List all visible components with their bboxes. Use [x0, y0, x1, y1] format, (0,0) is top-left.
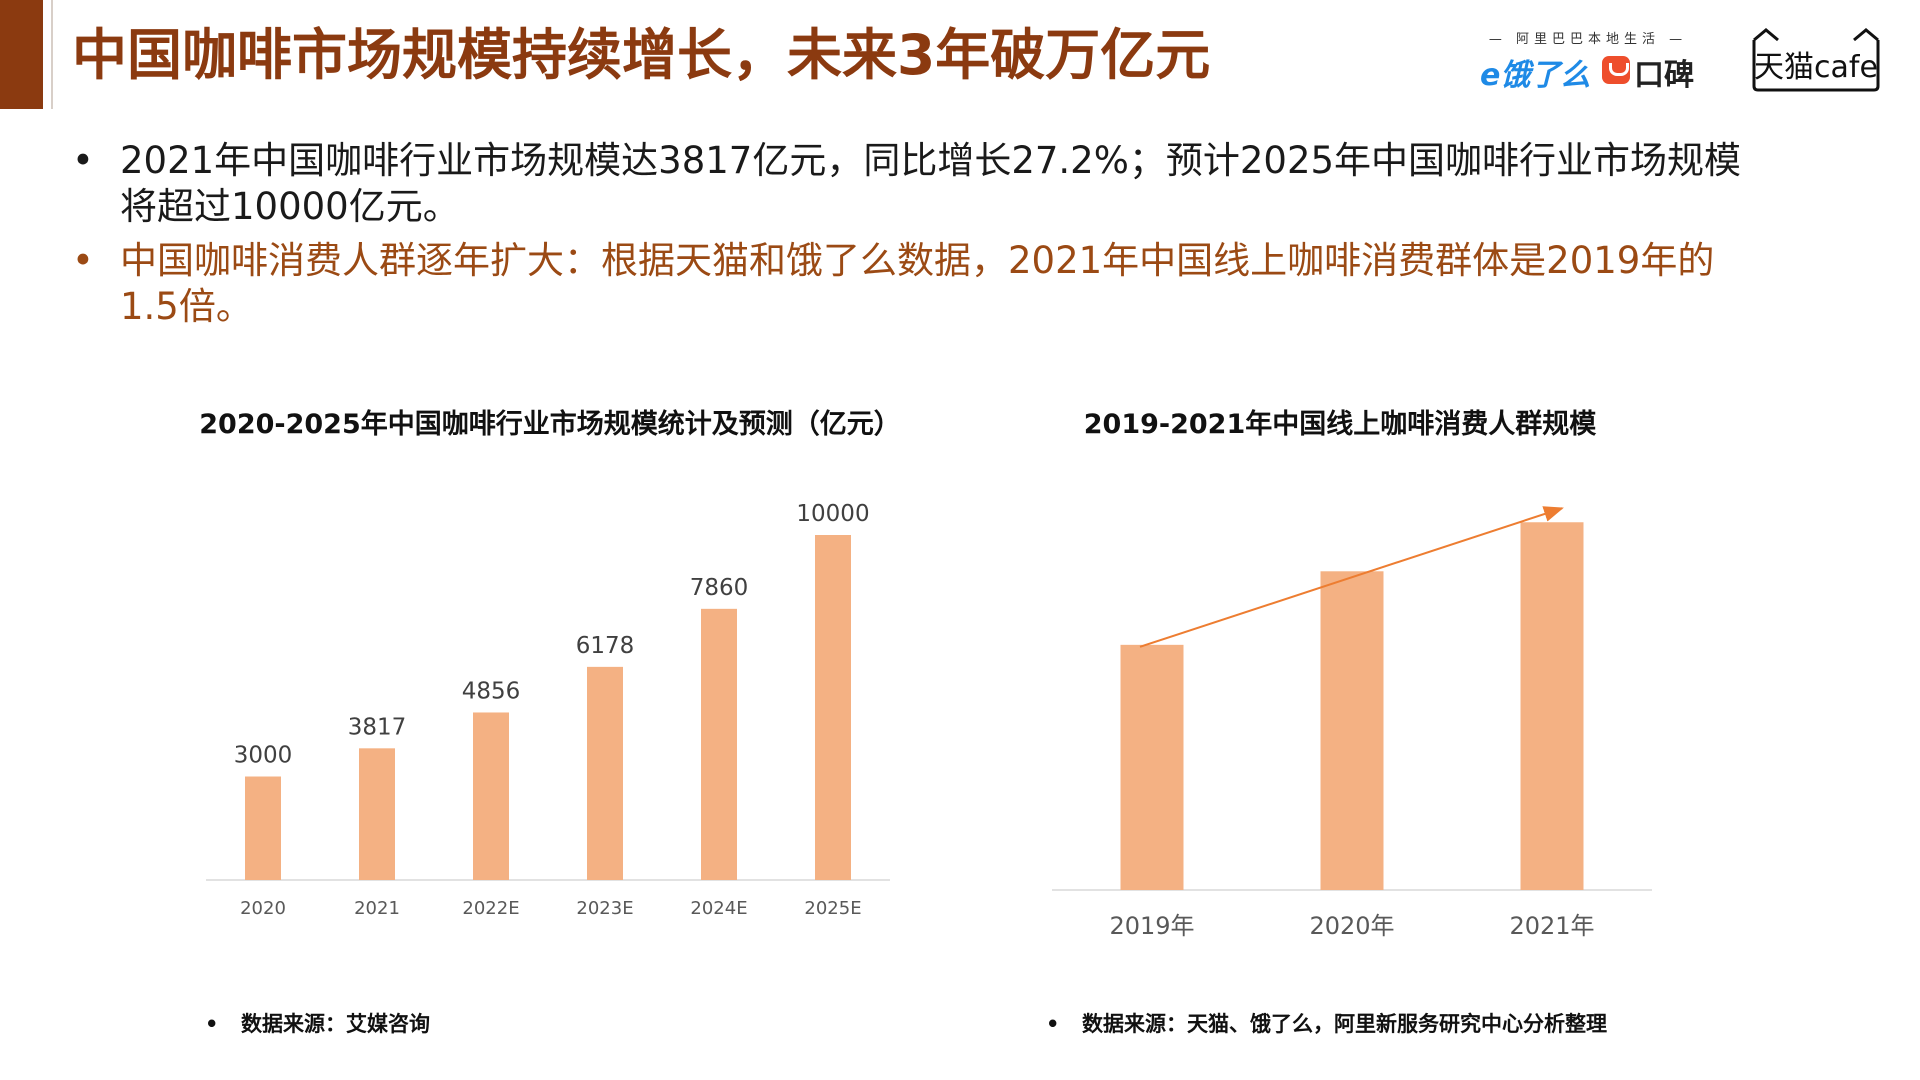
bar-2019年: [1120, 644, 1184, 890]
x-tick-2023E: 2023E: [576, 898, 633, 919]
x-tick-2020年: 2020年: [1309, 912, 1394, 940]
data-label-2023E: 6178: [576, 633, 635, 659]
data-label-2024E: 7860: [690, 575, 749, 601]
data-label-2020: 3000: [234, 743, 293, 769]
online-consumers-chart-title: 2019-2021年中国线上咖啡消费人群规模: [1083, 409, 1597, 440]
bullet-marker: •: [72, 239, 94, 282]
x-tick-2021: 2021: [354, 898, 400, 919]
bar-2020: [245, 776, 281, 880]
online-consumers-bar-chart: 2019年 2020年 2021年: [1052, 506, 1652, 940]
bar-2025E: [815, 535, 851, 880]
bar-2021年: [1520, 522, 1584, 890]
market-size-source-note: • 数据来源：艾媒咨询: [205, 1008, 430, 1038]
data-label-2025E: 10000: [796, 501, 869, 527]
bar-2023E: [587, 666, 623, 880]
online-consumers-source-note: • 数据来源：天猫、饿了么，阿里新服务研究中心分析整理: [1046, 1008, 1607, 1038]
bullet-marker: •: [205, 1012, 219, 1036]
page-title: 中国咖啡市场规模持续增长，未来3年破万亿元: [72, 23, 1211, 87]
market-size-bar-chart: 3000 2020 3817 2021 4856 2022E 6178 2023E 7860 20…: [206, 501, 890, 919]
bar-2020年: [1320, 571, 1384, 890]
alibaba-local-life-logo: — 阿里巴巴本地生活 — e饿了么 口碑: [1478, 28, 1698, 93]
bar-2022E: [473, 712, 509, 880]
tmall-cafe-text: 天猫cafe: [1754, 50, 1878, 85]
bullet-marker: •: [1046, 1012, 1060, 1036]
x-tick-2019年: 2019年: [1109, 912, 1194, 940]
ele-me-logo: e饿了么: [1480, 58, 1591, 93]
market-size-chart-title: 2020-2025年中国咖啡行业市场规模统计及预测（亿元）: [199, 409, 901, 440]
x-tick-2024E: 2024E: [690, 898, 747, 919]
bullet-text: 中国咖啡消费人群逐年扩大：根据天猫和饿了么数据，2021年中国线上咖啡消费群体是…: [120, 239, 1715, 328]
koubei-logo-text: 口碑: [1634, 58, 1694, 93]
x-tick-2025E: 2025E: [804, 898, 861, 919]
koubei-icon: [1602, 56, 1630, 84]
x-tick-2022E: 2022E: [462, 898, 519, 919]
tmall-cafe-logo: 天猫cafe: [1748, 28, 1884, 92]
bar-2021: [359, 748, 395, 880]
tmall-cat-frame-icon: [1752, 28, 1880, 92]
data-label-2022E: 4856: [462, 678, 521, 704]
trend-arrow: [1139, 506, 1564, 648]
alibaba-caption: — 阿里巴巴本地生活 —: [1488, 32, 1688, 47]
x-tick-2021年: 2021年: [1509, 912, 1594, 940]
bar-2024E: [701, 608, 737, 880]
source-text: 数据来源：艾媒咨询: [241, 1012, 430, 1036]
bullet-text: 2021年中国咖啡行业市场规模达3817亿元，同比增长27.2%；预计2025年…: [120, 139, 1742, 228]
data-label-2021: 3817: [348, 714, 407, 740]
x-tick-2020: 2020: [240, 898, 286, 919]
source-text: 数据来源：天猫、饿了么，阿里新服务研究中心分析整理: [1082, 1012, 1607, 1036]
title-accent-bar: [0, 0, 43, 109]
bullet-marker: •: [72, 139, 94, 182]
title-divider-line: [51, 0, 53, 109]
